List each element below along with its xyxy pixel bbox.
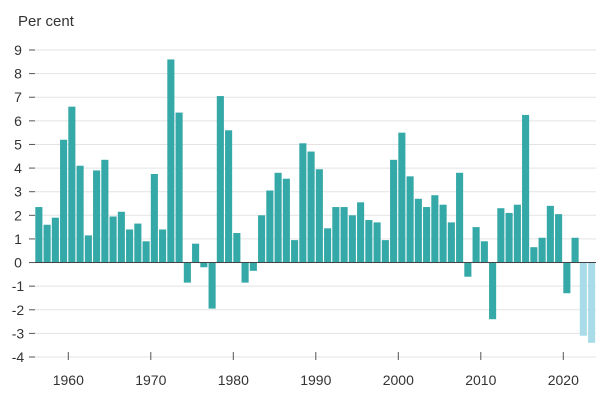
bar-1965	[109, 216, 117, 263]
bar-2012	[497, 208, 505, 263]
x-tick-label: 2000	[383, 372, 414, 388]
bar-1997	[373, 222, 381, 263]
bar-2022	[579, 262, 587, 336]
x-axis-ticks: 1960 1970 1980 1990 2000 2010 2020	[53, 352, 579, 388]
bar-2011	[489, 262, 497, 320]
bar-1995	[357, 202, 365, 263]
bar-2019	[555, 214, 563, 263]
bar-1977	[208, 262, 216, 309]
bar-1967	[126, 229, 134, 263]
bar-1991	[324, 228, 332, 263]
bar-1978	[216, 96, 224, 263]
bar-2008	[464, 262, 472, 277]
y-axis-ticks: 9 8 7 6 5 4 3 2 1 0 -1 -2 -3 -4	[12, 42, 35, 365]
y-tick-label: 4	[14, 160, 22, 176]
bar-1992	[332, 207, 340, 263]
y-tick-label: 7	[14, 89, 22, 105]
bar-1974	[183, 262, 191, 283]
x-tick-label: 1990	[300, 372, 331, 388]
y-tick-label: 8	[14, 66, 22, 82]
bar-1956	[35, 207, 43, 263]
bar-1975	[192, 243, 200, 263]
bar-1996	[365, 220, 373, 263]
y-tick-label: 1	[14, 231, 22, 247]
y-tick-label: -1	[12, 278, 25, 294]
bar-2001	[406, 176, 414, 263]
bar-1957	[43, 224, 51, 263]
y-tick-label: 5	[14, 136, 22, 152]
bar-1998	[381, 240, 389, 263]
bar-1993	[340, 207, 348, 263]
bar-1972	[167, 59, 175, 263]
y-tick-label: 2	[14, 207, 22, 223]
bar-1976	[200, 262, 208, 268]
bar-1982	[249, 262, 257, 271]
y-tick-label: 6	[14, 113, 22, 129]
bar-2003	[423, 207, 431, 263]
bar-1980	[233, 233, 241, 263]
bar-2015	[522, 114, 530, 263]
bar-1987	[291, 240, 299, 263]
bar-1969	[142, 241, 150, 263]
y-tick-label: -4	[12, 349, 25, 365]
bars	[35, 59, 596, 343]
y-tick-label: 9	[14, 42, 22, 58]
bar-1964	[101, 159, 109, 263]
bar-1989	[307, 151, 315, 263]
bar-2005	[439, 204, 447, 263]
bar-2021	[571, 237, 579, 263]
bar-1963	[93, 170, 101, 263]
bar-2002	[414, 198, 422, 263]
x-tick-label: 2010	[465, 372, 496, 388]
bar-1973	[175, 112, 183, 263]
bar-1962	[84, 235, 92, 263]
bar-2014	[513, 204, 521, 263]
bar-1988	[299, 143, 307, 263]
x-tick-label: 2020	[548, 372, 579, 388]
bar-2000	[398, 132, 406, 263]
bar-2020	[563, 262, 571, 294]
x-tick-label: 1970	[135, 372, 166, 388]
bar-1960	[68, 106, 76, 263]
bar-1994	[348, 215, 356, 263]
bar-1958	[51, 217, 59, 263]
bar-1990	[315, 169, 323, 263]
bar-1968	[134, 223, 142, 263]
bar-1966	[117, 211, 125, 263]
bar-2016	[530, 247, 538, 263]
bar-2017	[538, 237, 546, 263]
bar-1959	[60, 139, 68, 263]
bar-2007	[456, 172, 464, 263]
bar-2010	[480, 241, 488, 263]
bar-1961	[76, 165, 84, 263]
bar-2013	[505, 212, 513, 263]
y-tick-label: 0	[14, 255, 22, 271]
y-tick-label: -2	[12, 302, 25, 318]
x-tick-label: 1960	[53, 372, 84, 388]
bar-2006	[447, 222, 455, 263]
y-tick-label: -3	[12, 325, 25, 341]
bar-2018	[546, 205, 554, 263]
gridlines	[35, 49, 596, 358]
bar-1985	[274, 172, 282, 263]
y-axis-unit-label: Per cent	[18, 13, 75, 30]
bar-2004	[431, 195, 439, 263]
y-tick-label: 3	[14, 184, 22, 200]
x-tick-label: 1980	[218, 372, 249, 388]
bar-2023	[588, 262, 596, 343]
bar-1983	[258, 215, 266, 263]
bar-1999	[390, 159, 398, 263]
bar-1979	[225, 130, 233, 263]
bar-1984	[266, 190, 274, 263]
bar-1971	[159, 229, 167, 263]
bar-1986	[282, 178, 290, 263]
bar-1970	[150, 173, 158, 263]
bar-1981	[241, 262, 249, 283]
bar-2009	[472, 227, 480, 263]
